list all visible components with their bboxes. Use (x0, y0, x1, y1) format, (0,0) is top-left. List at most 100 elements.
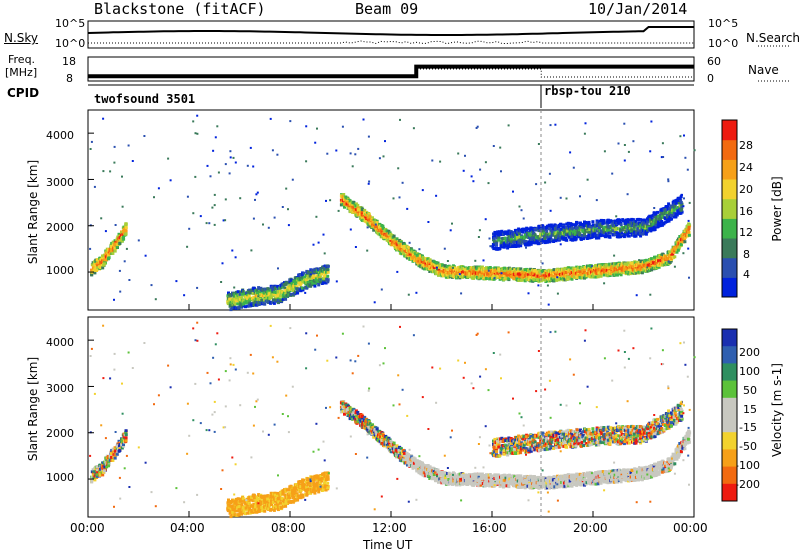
velocity-echo-cell (108, 458, 112, 462)
power-speckle (196, 114, 199, 117)
velocity-echo-cell (236, 509, 240, 513)
power-speckle (611, 172, 614, 175)
power-echo-cell (356, 203, 360, 207)
power-echo-cell (616, 221, 620, 225)
power-echo-cell (276, 289, 280, 293)
power-echo-cell (670, 210, 674, 214)
power-speckle (559, 196, 562, 199)
power-echo-cell (624, 230, 628, 234)
velocity-cbar-tick: 200 (739, 346, 760, 359)
power-echo-cell (628, 272, 632, 276)
power-echo-cell (312, 274, 316, 278)
power-speckle (565, 197, 568, 200)
power-speckle (478, 229, 481, 232)
power-speckle (667, 178, 670, 181)
power-speckle (571, 226, 574, 229)
power-echo-cell (95, 258, 99, 262)
power-echo-cell (609, 219, 613, 223)
power-echo-cell (684, 234, 688, 238)
power-echo-cell (270, 300, 274, 304)
power-echo-cell (555, 227, 559, 231)
power-echo-cell (667, 255, 671, 259)
power-echo-cell (227, 291, 230, 295)
power-echo-cell (566, 229, 570, 233)
power-speckle (638, 259, 641, 262)
power-echo-cell (672, 208, 676, 212)
power-echo-cell (624, 219, 628, 223)
power-speckle (474, 259, 477, 262)
power-echo-cell (305, 278, 309, 282)
power-speckle (217, 171, 220, 174)
power-echo-cell (673, 249, 676, 253)
velocity-echo-cell (240, 511, 244, 515)
velocity-echo-cell (95, 465, 99, 469)
power-echo-cell (314, 277, 318, 281)
power-echo-cell (517, 279, 521, 282)
power-echo-cell (476, 266, 480, 270)
noise-sky-label: N.Sky (4, 31, 39, 45)
power-cbar-tick: 24 (739, 161, 753, 174)
power-echo-cell (587, 220, 591, 224)
power-speckle (214, 136, 217, 139)
power-echo-cell (600, 225, 604, 229)
power-echo-cell (317, 268, 321, 272)
power-echo-cell (309, 284, 313, 288)
power-echo-cell (644, 258, 648, 262)
power-echo-cell (646, 228, 650, 232)
power-echo-cell (497, 233, 501, 237)
power-echo-cell (281, 285, 285, 289)
velocity-echo-cell (229, 507, 233, 511)
power-echo-cell (562, 236, 566, 240)
nave-label: Nave (748, 63, 779, 77)
power-echo-cell (552, 274, 556, 278)
power-echo-cell (411, 256, 415, 260)
velocity-cbar-tick: -15 (739, 421, 757, 434)
power-echo-cell (345, 202, 349, 206)
power-echo-cell (507, 273, 510, 277)
power-echo-cell (585, 224, 589, 228)
power-echo-cell (680, 203, 684, 207)
power-echo-cell (671, 252, 675, 256)
velocity-echo-cell (118, 444, 121, 448)
power-echo-cell (291, 287, 295, 291)
power-echo-cell (326, 279, 330, 283)
power-echo-cell (533, 241, 537, 245)
power-speckle (335, 149, 338, 152)
power-speckle (479, 168, 482, 171)
power-speckle (380, 288, 383, 291)
power-speckle (623, 122, 626, 125)
power-speckle (349, 228, 352, 231)
power-echo-cell (566, 221, 570, 225)
power-echo-cell (303, 278, 307, 282)
power-echo-cell (588, 268, 592, 272)
power-echo-cell (605, 267, 609, 271)
power-echo-cell (679, 243, 683, 246)
velocity-echo-cell (114, 449, 118, 453)
power-echo-cell (678, 197, 682, 201)
velocity-echo-cell (96, 471, 100, 475)
power-echo-cell (613, 219, 617, 223)
power-speckle (224, 198, 227, 201)
power-echo-cell (675, 250, 679, 254)
power-echo-cell (525, 242, 529, 246)
power-echo-cell (257, 286, 261, 290)
power-echo-cell (510, 240, 514, 244)
power-echo-cell (460, 266, 464, 270)
power-echo-cell (263, 294, 267, 298)
power-speckle (477, 236, 480, 238)
power-echo-cell (263, 298, 266, 302)
power-echo-cell (348, 210, 352, 214)
power-echo-cell (630, 224, 634, 228)
velocity-echo-cell (93, 470, 97, 474)
power-speckle (127, 144, 130, 147)
power-echo-cell (625, 221, 629, 225)
power-echo-cell (256, 291, 260, 294)
power-echo-cell (634, 234, 638, 238)
cpid-program-2: rbsp-tou 210 (544, 84, 631, 98)
power-echo-cell (229, 308, 233, 312)
power-echo-cell (242, 304, 246, 308)
power-echo-cell (104, 253, 108, 257)
power-speckle (351, 165, 354, 168)
power-cbar-tick: 4 (743, 268, 750, 281)
power-echo-cell (241, 290, 245, 294)
